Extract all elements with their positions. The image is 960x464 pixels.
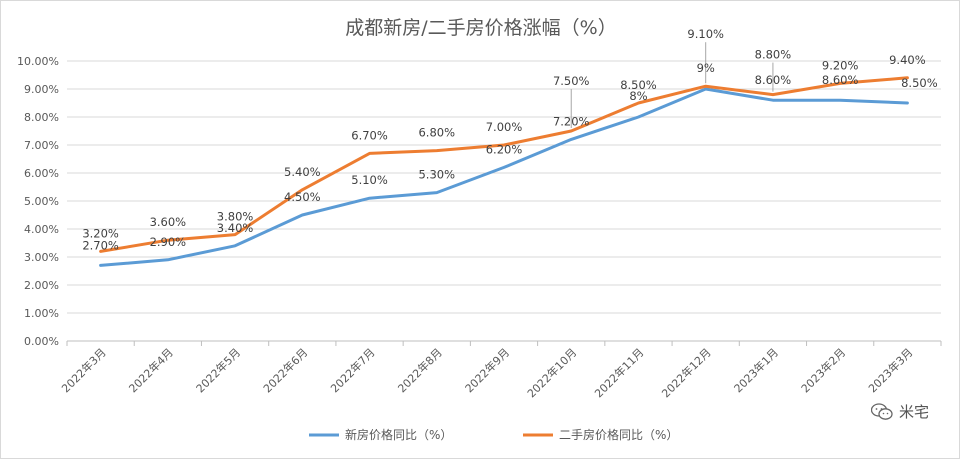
watermark: 米宅 (870, 401, 929, 422)
legend-label: 二手房价格同比（%） (559, 427, 678, 442)
data-label-new-house: 6.20% (486, 142, 523, 156)
data-label-new-house: 2.70% (82, 238, 119, 252)
chart-title: 成都新房/二手房价格涨幅（%） (345, 17, 616, 39)
data-label-second-hand: 7.50% (553, 74, 590, 88)
data-label-second-hand: 9.20% (822, 58, 859, 72)
data-label-second-hand: 7.00% (486, 120, 523, 134)
data-label-second-hand: 5.40% (284, 165, 321, 179)
x-tick-label: 2022年12月 (659, 345, 714, 400)
y-tick-label: 7.00% (24, 139, 59, 152)
series-lines (99, 76, 909, 267)
y-tick-label: 1.00% (24, 307, 59, 320)
data-label-second-hand: 6.70% (351, 128, 388, 142)
wechat-icon (870, 402, 893, 420)
data-label-second-hand: 9.40% (889, 53, 926, 67)
series-line-second-hand (99, 76, 909, 253)
data-label-new-house: 8.60% (755, 73, 792, 87)
x-tick-label: 2022年9月 (462, 345, 512, 395)
gridlines (67, 60, 941, 342)
data-label-new-house: 9% (697, 61, 715, 75)
data-label-new-house: 8% (629, 89, 647, 103)
x-tick-label: 2022年4月 (126, 345, 176, 395)
data-label-new-house: 8.60% (822, 73, 859, 87)
data-label-second-hand: 8.80% (755, 48, 792, 62)
legend: 新房价格同比（%） 二手房价格同比（%） (309, 427, 678, 442)
y-tick-label: 9.00% (24, 83, 59, 96)
x-tick-label: 2022年7月 (327, 345, 377, 395)
data-label-second-hand: 3.60% (150, 215, 187, 229)
legend-label: 新房价格同比（%） (345, 427, 452, 442)
data-label-second-hand: 9.10% (687, 27, 724, 41)
y-tick-label: 10.00% (17, 55, 59, 68)
x-axis: 2022年3月 2022年4月 2022年5月 2022年6月 2022年7月 2022年… (59, 340, 942, 400)
series-line-new-house (99, 87, 909, 267)
data-label-new-house: 4.50% (284, 190, 321, 204)
data-label-new-house: 5.10% (351, 173, 388, 187)
y-tick-label: 4.00% (24, 223, 59, 236)
x-tick-label: 2022年11月 (591, 345, 646, 400)
x-tick-label: 2023年1月 (731, 345, 781, 395)
data-label-new-house: 2.90% (150, 235, 187, 249)
x-tick-label: 2023年3月 (865, 345, 915, 395)
x-tick-label: 2022年10月 (524, 345, 579, 400)
y-tick-label: 5.00% (24, 195, 59, 208)
x-tick-label: 2022年8月 (395, 345, 445, 395)
data-label-new-house: 8.50% (901, 76, 938, 90)
watermark-text: 米宅 (898, 403, 929, 421)
data-label-new-house: 7.20% (553, 114, 590, 128)
x-tick-label: 2023年2月 (798, 345, 848, 395)
y-tick-label: 8.00% (24, 111, 59, 124)
data-labels: 3.20% 3.60% 3.80% 5.40% 6.70% 6.80% 7.00% 7.50%… (82, 27, 937, 252)
y-tick-label: 0.00% (24, 335, 59, 348)
y-tick-label: 3.00% (24, 251, 59, 264)
x-tick-label: 2022年5月 (193, 345, 243, 395)
y-axis: 0.00% 1.00% 2.00% 3.00% 4.00% 5.00% 6.00% 7.00%… (17, 55, 59, 348)
data-label-second-hand: 3.20% (82, 226, 119, 240)
y-tick-label: 6.00% (24, 167, 59, 180)
data-label-new-house: 5.30% (418, 168, 455, 182)
x-tick-label: 2022年3月 (59, 345, 109, 395)
data-label-second-hand: 6.80% (418, 126, 455, 140)
data-label-second-hand: 3.80% (217, 210, 254, 224)
data-label-second-hand: 8.50% (620, 78, 657, 92)
y-tick-label: 2.00% (24, 279, 59, 292)
data-label-new-house: 3.40% (217, 221, 254, 235)
x-tick-label: 2022年6月 (260, 345, 310, 395)
